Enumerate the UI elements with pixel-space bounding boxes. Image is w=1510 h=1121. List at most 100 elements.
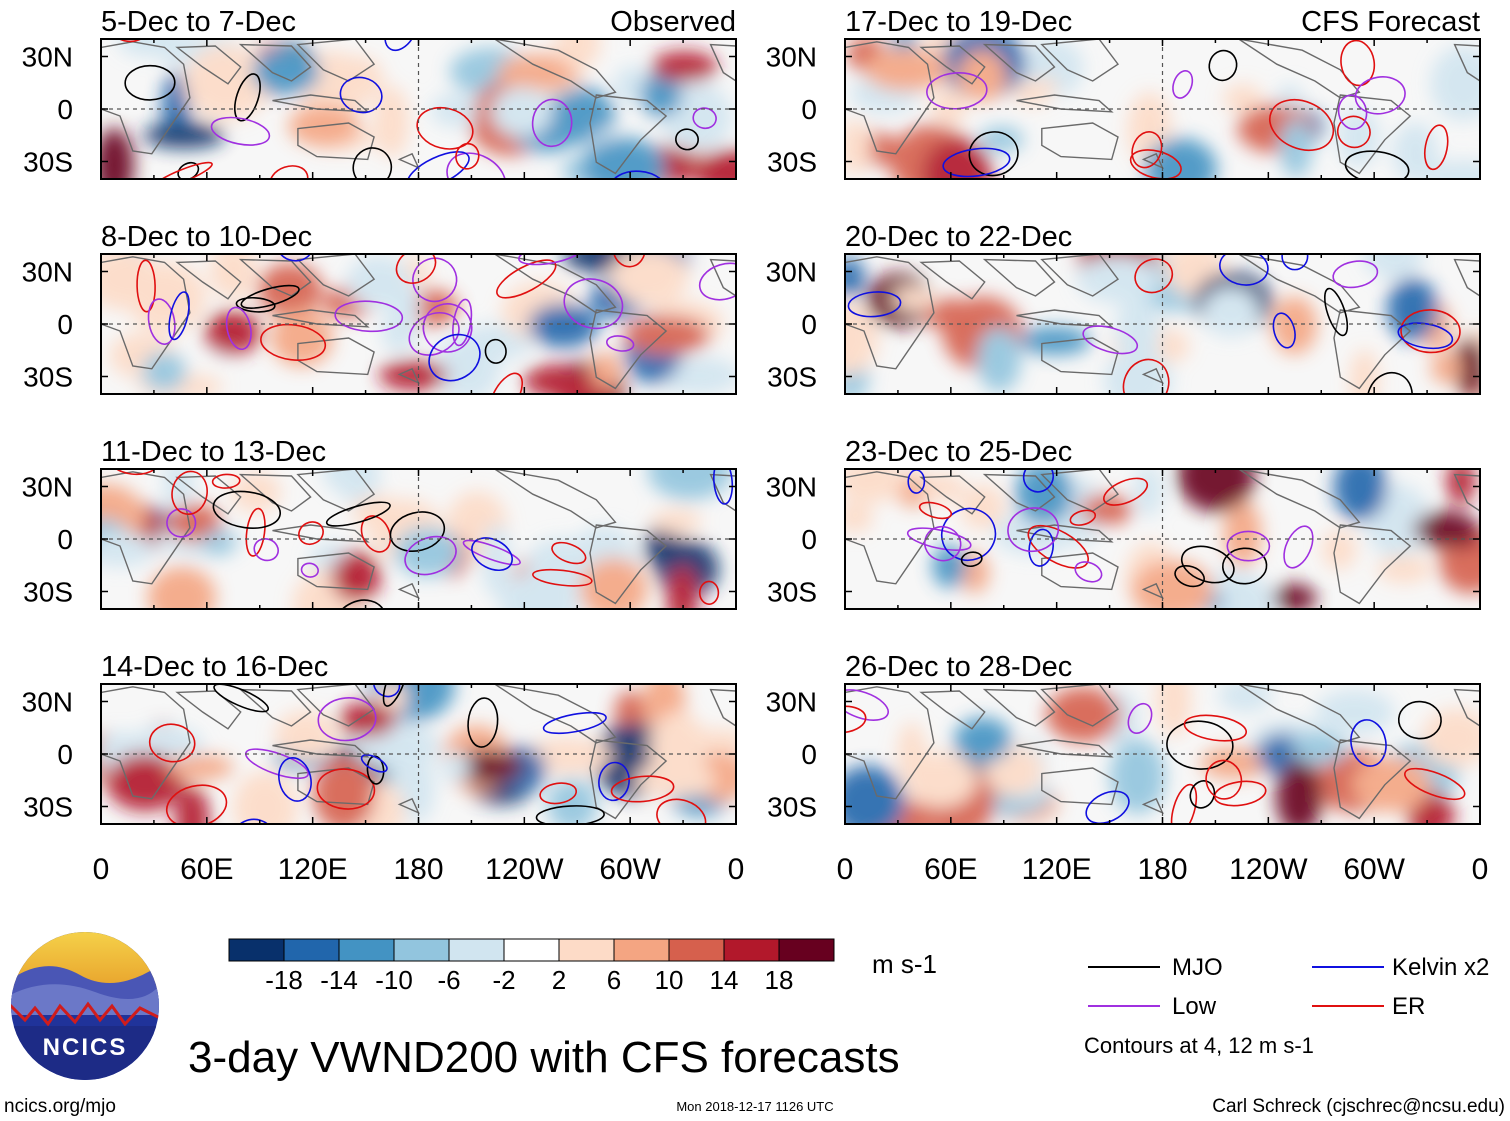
- y-tick-label: 0: [57, 739, 73, 770]
- coastline: [982, 43, 1056, 82]
- anomaly-blob: [930, 87, 968, 125]
- coastline: [297, 552, 375, 591]
- coastline: [1141, 797, 1164, 815]
- wave-contour: [395, 254, 437, 284]
- y-tick-label: 0: [57, 94, 73, 125]
- colorbar-tick-label: 2: [552, 965, 566, 995]
- x-tick-label: 60E: [180, 853, 233, 886]
- wave-contour: [940, 507, 997, 562]
- wave-contour: [610, 775, 675, 803]
- colorbar-units: m s-1: [872, 949, 937, 979]
- x-tick-label: 0: [93, 853, 110, 886]
- wave-contour: [518, 254, 582, 266]
- wave-contour: [230, 818, 276, 824]
- anomaly-blob: [204, 310, 261, 355]
- y-tick-label: 30N: [22, 472, 73, 503]
- wave-contour: [484, 338, 507, 364]
- wave-contour: [1332, 260, 1379, 289]
- x-tick-label: 0: [837, 853, 854, 886]
- colorbar-tick-label: 10: [655, 965, 684, 995]
- anomaly-blob: [959, 552, 990, 594]
- wave-contour: [1134, 258, 1174, 294]
- coastline: [1238, 469, 1361, 529]
- wave-contour: [656, 798, 707, 824]
- anomaly-blob: [919, 473, 965, 502]
- anomaly-blob: [640, 72, 683, 118]
- anomaly-blob: [1292, 732, 1347, 765]
- x-tick-label: 0: [728, 853, 745, 886]
- colorbar-tick-label: 6: [607, 965, 621, 995]
- anomaly-blob: [1376, 555, 1433, 584]
- wave-contour: [1283, 525, 1314, 569]
- coastline: [919, 690, 986, 730]
- wave-contour: [1103, 477, 1149, 506]
- coastline: [1141, 367, 1164, 385]
- anomaly-blob: [346, 254, 411, 309]
- colorbar-bin: [228, 938, 285, 962]
- coastline: [494, 469, 617, 529]
- wave-contour: [1347, 217, 1389, 256]
- wave-contour: [950, 391, 1019, 436]
- colorbar-tick-label: 14: [710, 965, 739, 995]
- wave-contour: [1205, 635, 1245, 674]
- wave-contour: [1272, 312, 1296, 349]
- wave-contour: [416, 106, 474, 150]
- coastline: [397, 152, 420, 170]
- coastline: [709, 473, 736, 512]
- anomaly-blob: [845, 765, 905, 824]
- coastline: [238, 688, 312, 727]
- colorbar-tick-label: -6: [437, 965, 460, 995]
- anomaly-blob: [610, 254, 689, 306]
- panel-period: 8-Dec to 10-Dec: [101, 221, 312, 253]
- coastline: [1141, 582, 1164, 600]
- wave-contour: [1205, 759, 1243, 800]
- wave-contours: [926, 39, 1449, 179]
- y-tick-label: 30S: [23, 147, 73, 178]
- anomaly-blob: [845, 302, 879, 376]
- panel-period: 23-Dec to 25-Dec: [845, 436, 1072, 468]
- wave-contour: [619, 885, 666, 938]
- wave-contour: [847, 291, 902, 318]
- coastline: [1041, 767, 1119, 806]
- wave-contour: [489, 0, 526, 29]
- wave-contour: [1318, 620, 1364, 667]
- anomaly-blob: [373, 86, 410, 158]
- anomaly-blob: [126, 261, 207, 333]
- coastline: [919, 475, 986, 515]
- wave-contour: [675, 128, 699, 151]
- anomaly-blob: [1131, 560, 1214, 609]
- anomaly-blob: [582, 137, 665, 179]
- wave-contour: [542, 711, 607, 735]
- coastline: [919, 260, 986, 300]
- y-tick-label: 30S: [23, 577, 73, 608]
- anomaly-blob: [490, 86, 553, 138]
- wave-contour: [698, 580, 720, 605]
- colorbar-bin: [448, 938, 505, 962]
- y-tick-label: 30S: [23, 362, 73, 393]
- y-tick-label: 30N: [766, 257, 817, 288]
- footer-url[interactable]: ncics.org/mjo: [4, 1096, 116, 1117]
- anomaly-blob: [1133, 469, 1164, 518]
- wave-contour: [1336, 115, 1371, 149]
- wave-contour: [845, 689, 889, 721]
- logo-text: NCICS: [43, 1034, 128, 1061]
- wave-contour: [608, 170, 668, 179]
- anomaly-blob: [1387, 277, 1438, 342]
- anomaly-blob: [1349, 349, 1380, 394]
- colorbar-bin: [778, 938, 835, 962]
- anomaly-blob: [440, 751, 470, 783]
- wave-contour: [1323, 287, 1349, 337]
- wave-contour: [260, 323, 327, 361]
- coastline: [1238, 254, 1361, 314]
- anomaly-blob: [694, 149, 736, 179]
- panel-field: [101, 254, 736, 394]
- anomaly-blob: [1045, 686, 1122, 743]
- colorbar-tick-label: -10: [375, 965, 413, 995]
- anomaly-blob: [864, 48, 949, 92]
- wave-contour: [1400, 309, 1461, 354]
- coastline: [175, 260, 242, 300]
- legend-label-kelvin: Kelvin x2: [1392, 954, 1489, 981]
- anomaly-blob: [233, 771, 298, 824]
- anomaly-blob: [335, 469, 380, 505]
- wave-contour: [532, 568, 593, 587]
